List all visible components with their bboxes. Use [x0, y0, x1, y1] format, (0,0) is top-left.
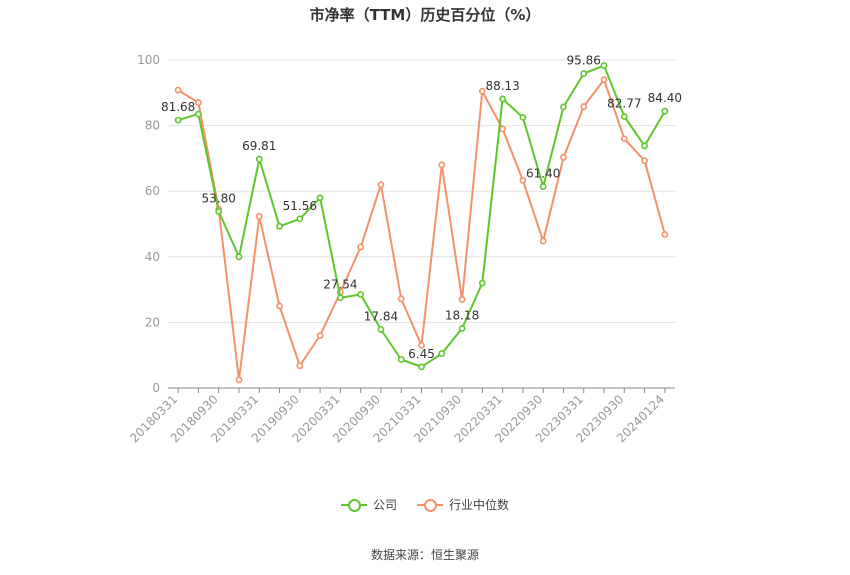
data-point — [560, 103, 567, 111]
data-point — [580, 70, 588, 77]
legend: 公司 行业中位数 — [0, 496, 850, 513]
data-point — [418, 341, 425, 349]
legend-swatch-company — [340, 498, 367, 512]
data-point — [296, 215, 304, 223]
data-point — [661, 231, 669, 238]
data-point — [377, 326, 385, 333]
data-point — [539, 237, 547, 245]
legend-item-industry-median[interactable]: 行业中位数 — [417, 496, 509, 513]
data-point — [519, 114, 527, 121]
legend-swatch-industry-median — [417, 498, 443, 512]
legend-label-industry-median: 行业中位数 — [449, 498, 510, 512]
data-point — [316, 332, 324, 339]
data-point — [560, 154, 567, 161]
y-tick-label: 60 — [145, 184, 160, 198]
data-point — [195, 99, 202, 107]
y-tick-label: 80 — [145, 119, 160, 133]
data-point — [620, 135, 628, 143]
data-label: 17.84 — [364, 309, 398, 323]
grid-layer — [168, 59, 675, 323]
data-label: 88.13 — [485, 79, 519, 93]
data-label: 69.81 — [242, 139, 276, 153]
data-point — [478, 279, 486, 287]
data-label: 27.54 — [323, 278, 357, 292]
data-point — [418, 363, 425, 371]
data-point — [255, 213, 263, 220]
label-layer: 81.68 53.80 69.81 51.56 27.54 17.84 6.45 18.18 8… — [161, 54, 682, 361]
data-point — [174, 116, 182, 124]
data-point — [458, 296, 466, 303]
series-line — [177, 78, 666, 381]
data-point — [357, 243, 365, 251]
y-tick-label: 100 — [137, 53, 160, 67]
data-label: 95.86 — [567, 54, 601, 68]
data-label: 61.40 — [526, 167, 560, 181]
series-company — [174, 62, 669, 371]
data-point — [539, 183, 547, 191]
data-source: 数据来源：恒生聚源 — [370, 548, 479, 562]
data-label: 81.68 — [161, 100, 195, 114]
legend-item-company[interactable]: 公司 — [340, 496, 397, 513]
data-label: 51.56 — [283, 199, 317, 213]
series-layer — [174, 62, 669, 384]
data-point — [600, 76, 608, 84]
data-point — [235, 253, 243, 261]
data-point — [661, 107, 669, 115]
data-point — [620, 113, 628, 120]
data-point — [458, 324, 466, 332]
data-label: 18.18 — [445, 308, 479, 322]
data-point — [397, 356, 405, 363]
data-point — [478, 87, 486, 95]
data-label: 6.45 — [408, 347, 435, 361]
data-point — [641, 142, 648, 150]
axis-layer: 0204060801002018033120180930201903312019… — [127, 53, 675, 445]
data-point — [195, 110, 202, 118]
data-point — [438, 161, 446, 169]
data-label: 53.80 — [202, 192, 236, 206]
data-point — [255, 155, 263, 163]
legend-label-company: 公司 — [372, 498, 397, 512]
data-point — [397, 295, 405, 303]
data-point — [580, 103, 588, 110]
data-point — [215, 208, 223, 215]
data-point — [499, 95, 507, 103]
data-label: 82.77 — [607, 97, 641, 111]
series-line — [177, 64, 666, 368]
data-point — [235, 376, 243, 384]
data-point — [357, 291, 365, 298]
data-point — [377, 181, 385, 189]
data-point — [641, 157, 648, 165]
y-tick-label: 40 — [145, 250, 160, 264]
data-point — [276, 222, 283, 230]
data-point — [276, 302, 283, 310]
y-tick-label: 20 — [145, 315, 160, 329]
data-point — [600, 62, 608, 69]
data-label: 84.40 — [648, 91, 682, 105]
chart-title: 市净率（TTM）历史百分位（%） — [309, 6, 541, 24]
data-point — [499, 125, 507, 133]
series-industry-median — [174, 76, 669, 384]
y-tick-label: 0 — [152, 381, 160, 395]
data-point — [438, 350, 446, 357]
data-point — [316, 194, 324, 202]
data-point — [174, 86, 182, 94]
data-point — [336, 294, 344, 302]
data-point — [296, 362, 304, 370]
data-point — [519, 176, 527, 184]
